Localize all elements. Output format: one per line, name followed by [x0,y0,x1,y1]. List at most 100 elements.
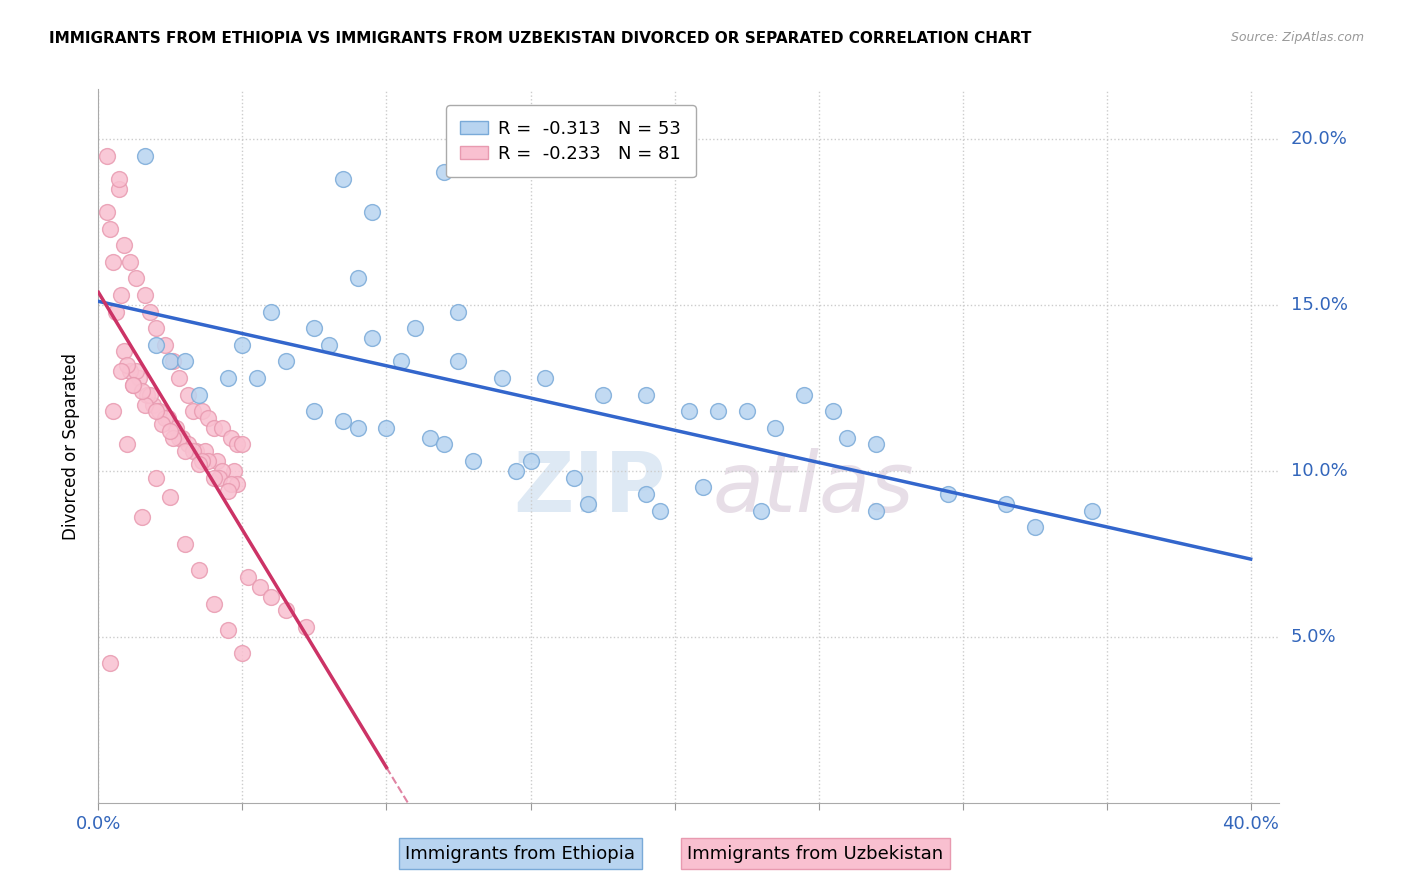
Point [148,404,170,418]
Point [295,620,318,634]
Point [592,387,614,401]
Point [246,371,269,385]
Point [159,491,181,505]
Point [217,371,239,385]
Point [145,470,167,484]
Point [115,437,138,451]
Point [318,338,340,352]
Point [197,454,219,468]
Point [128,371,150,385]
Point [304,404,326,418]
Point [139,304,162,318]
Point [491,371,513,385]
Point [122,377,145,392]
Point [211,421,233,435]
Point [120,254,142,268]
Point [188,564,211,578]
Point [202,421,225,435]
Point [125,364,148,378]
Point [211,464,233,478]
Point [125,271,148,285]
Point [136,387,159,401]
Point [1081,504,1104,518]
Point [156,410,179,425]
Point [274,354,297,368]
Point [186,444,208,458]
Point [404,321,426,335]
Point [222,464,245,478]
Point [110,288,132,302]
Point [96,148,118,162]
Point [98,657,121,671]
Text: 20.0%: 20.0% [1291,130,1347,148]
Point [519,454,541,468]
Point [534,371,557,385]
Point [167,371,190,385]
Y-axis label: Divorced or Separated: Divorced or Separated [62,352,80,540]
Point [159,354,181,368]
Point [145,321,167,335]
Point [994,497,1017,511]
Point [634,387,657,401]
Point [205,454,228,468]
Point [332,414,354,428]
Point [177,387,200,401]
Point [115,358,138,372]
Point [304,321,326,335]
Point [153,410,176,425]
Point [447,354,470,368]
Point [225,477,247,491]
Point [865,437,887,451]
Point [191,454,214,468]
Point [202,470,225,484]
Point [173,444,195,458]
Point [375,421,398,435]
Text: ZIP: ZIP [513,449,665,529]
Text: Source: ZipAtlas.com: Source: ZipAtlas.com [1230,31,1364,45]
Point [162,431,184,445]
Point [433,437,456,451]
Point [101,254,124,268]
Point [98,221,121,235]
Point [139,387,162,401]
Point [131,510,153,524]
Point [153,338,176,352]
Point [208,470,231,484]
Point [433,165,456,179]
Point [188,457,211,471]
Point [170,431,193,445]
Point [165,421,187,435]
Point [134,288,156,302]
Point [173,537,195,551]
Point [122,377,145,392]
Point [274,603,297,617]
Point [361,205,384,219]
Text: Immigrants from Ethiopia: Immigrants from Ethiopia [405,845,636,863]
Text: atlas: atlas [713,449,914,529]
Legend: R =  -0.313   N = 53, R =  -0.233   N = 81: R = -0.313 N = 53, R = -0.233 N = 81 [446,105,696,178]
Point [134,397,156,411]
Point [634,487,657,501]
Point [162,354,184,368]
Point [735,404,758,418]
Point [188,387,211,401]
Point [134,148,156,162]
Point [150,417,173,432]
Point [389,354,412,368]
Point [177,437,200,451]
Point [936,487,959,501]
Point [576,497,599,511]
Point [821,404,844,418]
Point [678,404,700,418]
Point [837,431,859,445]
Point [101,404,124,418]
Point [145,404,167,418]
Point [219,477,242,491]
Point [793,387,815,401]
Point [96,205,118,219]
Point [419,431,441,445]
Point [112,344,135,359]
Point [112,238,135,252]
Text: 15.0%: 15.0% [1291,296,1347,314]
Text: 10.0%: 10.0% [1291,462,1347,480]
